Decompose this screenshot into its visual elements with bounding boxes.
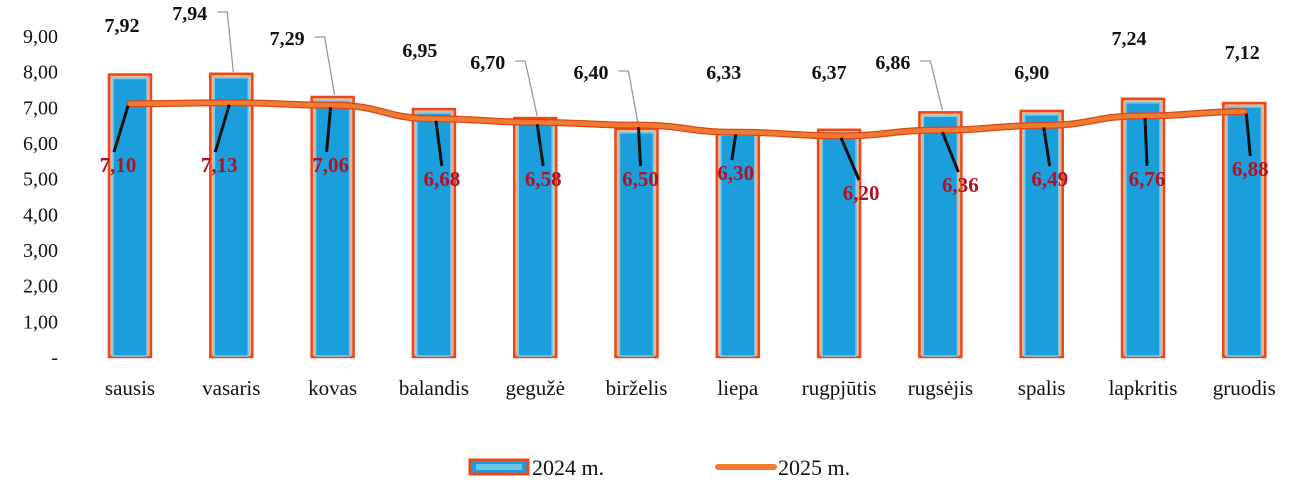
legend: 2024 m. 2025 m. [468, 455, 850, 480]
bar-label-2024: 6,37 [812, 62, 847, 84]
x-category-label: gruodis [1213, 376, 1276, 400]
bar-label-2024: 7,92 [105, 15, 140, 37]
bar-2024 [107, 73, 153, 359]
bar-2024 [1120, 97, 1166, 359]
legend-swatch-2024-inner [476, 464, 522, 470]
bars-2024 [107, 72, 1267, 359]
x-category-label: liepa [717, 376, 758, 400]
line-2025 [126, 99, 1248, 140]
line-2025-path [127, 100, 1247, 139]
line-label-leader [1244, 113, 1252, 157]
bar-label-2024: 6,95 [402, 40, 437, 62]
y-tick-label: 7,00 [23, 97, 58, 119]
bar-label-2024: 7,94 [172, 3, 207, 25]
x-category-label: birželis [606, 376, 668, 400]
bar-label-leader [217, 11, 234, 72]
line-label-2025: 7,13 [201, 153, 238, 177]
line-label-leader [839, 137, 861, 181]
y-tick-label: 3,00 [23, 240, 58, 262]
bar-2024 [512, 116, 558, 359]
y-tick-label: 8,00 [23, 62, 58, 84]
line-label-leader [730, 134, 738, 161]
line-label-leader [535, 124, 545, 167]
line-label-2025: 6,58 [525, 167, 562, 191]
line-label-leader [1042, 127, 1052, 167]
bar-label-2024: 6,90 [1014, 62, 1049, 84]
bar-2024 [1019, 109, 1064, 359]
y-axis-ticks: - 1,00 2,00 3,00 4,00 5,00 6,00 7,00 8,00 9,00 [23, 26, 58, 369]
line-label-leader [1143, 117, 1149, 167]
legend-item-2025: 2025 m. [715, 455, 850, 480]
y-tick-label: 6,00 [23, 133, 58, 155]
bar-2024 [310, 95, 355, 359]
x-category-label: gegužė [505, 376, 564, 400]
line-label-2025: 6,88 [1232, 157, 1269, 181]
y-tick-label: 1,00 [23, 311, 58, 333]
line-label-leader [434, 120, 444, 167]
legend-label-2024: 2024 m. [532, 455, 604, 480]
bar-label-2024: 6,33 [706, 62, 741, 84]
bar-label-2024: 7,12 [1225, 42, 1260, 64]
line-label-leader [112, 105, 130, 153]
bar-2024 [715, 129, 761, 359]
line-label-2025: 6,50 [622, 167, 659, 191]
x-category-label: vasaris [202, 376, 260, 400]
x-category-label: balandis [399, 376, 469, 400]
bar-label-2024: 7,29 [270, 28, 305, 50]
bar-label-leader [618, 70, 640, 127]
line-label-2025: 6,20 [843, 181, 880, 205]
line-label-leader [637, 127, 642, 167]
bar-label-2024: 6,86 [875, 52, 910, 74]
line-label-2025: 7,10 [100, 153, 137, 177]
x-category-label: kovas [308, 376, 357, 400]
line-label-2025: 7,06 [312, 153, 349, 177]
bar-2024 [209, 72, 254, 359]
line-label-2025: 6,49 [1031, 167, 1068, 191]
y-tick-label: 5,00 [23, 169, 58, 191]
x-category-label: spalis [1018, 376, 1066, 400]
x-category-label: rugsėjis [908, 376, 973, 400]
bar-labels-2024: 7,92 7,94 7,29 6,95 6,70 6,40 6,33 6,37 6,86 6,90… [105, 3, 1260, 127]
line-label-2025: 6,76 [1129, 167, 1166, 191]
bar-2024 [614, 127, 659, 359]
line-label-2025: 6,36 [942, 173, 979, 197]
y-tick-label: - [51, 347, 58, 369]
bar-label-2024: 7,24 [1112, 28, 1147, 50]
bar-label-leader [314, 36, 336, 96]
line-labels-2025: 7,10 7,13 7,06 6,68 6,58 6,50 6,30 6,20 6,36 6,49… [100, 104, 1269, 205]
bar-label-leader [515, 60, 538, 117]
line-label-leader [941, 131, 960, 173]
line-label-2025: 6,68 [424, 167, 461, 191]
x-category-label: rugpjūtis [802, 376, 877, 400]
bar-2024 [411, 107, 457, 359]
x-category-label: sausis [105, 376, 155, 400]
y-tick-label: 2,00 [23, 276, 58, 298]
y-tick-label: 4,00 [23, 204, 58, 226]
y-tick-label: 9,00 [23, 26, 58, 48]
bar-label-leader [920, 60, 944, 111]
x-category-label: lapkritis [1109, 376, 1178, 400]
x-axis-category-labels: sausis vasaris kovas balandis gegužė birželis… [105, 376, 1276, 400]
legend-item-2024: 2024 m. [468, 455, 604, 480]
bar-2024 [1222, 101, 1267, 359]
bar-label-2024: 6,70 [470, 52, 505, 74]
bar-2024 [918, 111, 963, 359]
line-label-leader [325, 107, 333, 153]
legend-label-2025: 2025 m. [778, 455, 850, 480]
line-label-leader [213, 104, 231, 153]
line-label-2025: 6,30 [717, 161, 754, 185]
bar-label-2024: 6,40 [574, 62, 609, 84]
